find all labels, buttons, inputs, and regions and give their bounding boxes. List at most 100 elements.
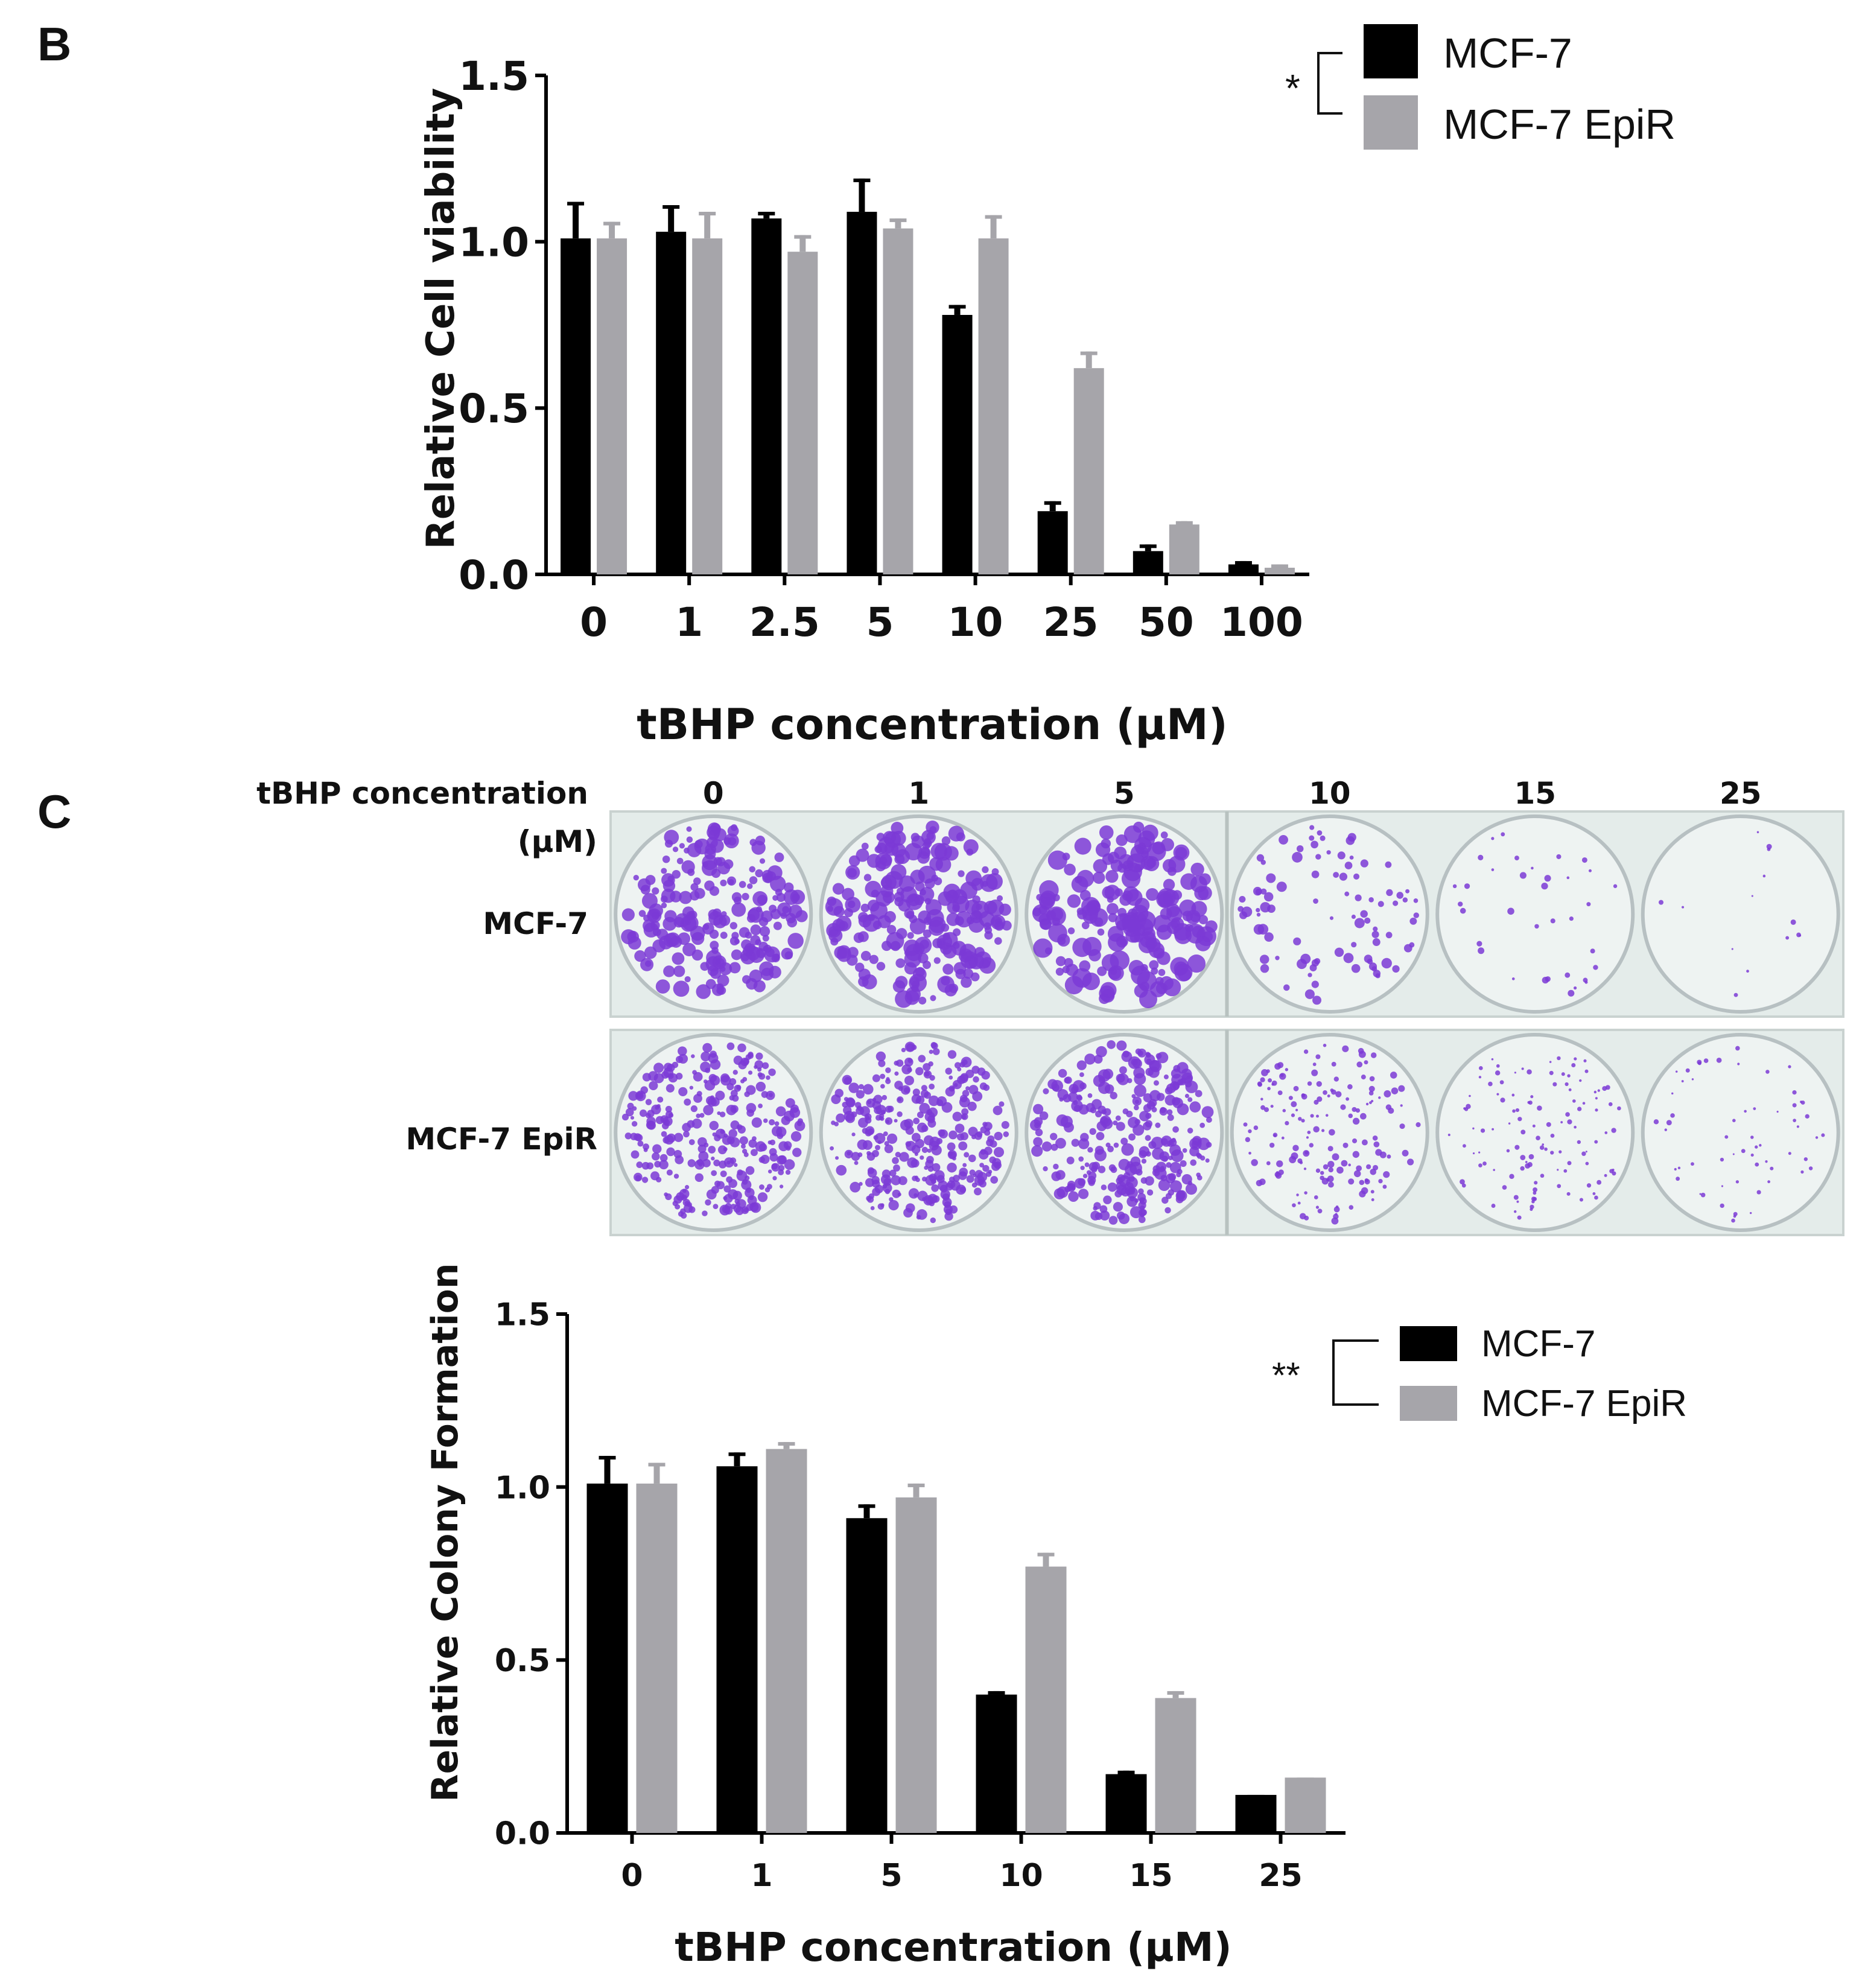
colony [1132,1096,1142,1106]
colony [1285,1120,1289,1126]
significance-bracket [1317,52,1342,115]
colony [875,1145,880,1151]
colony [687,1159,696,1167]
colony [684,976,691,983]
colony [1402,897,1408,903]
colony [1182,1148,1187,1153]
colony [1339,872,1348,881]
colony [1567,1119,1572,1125]
colony [1084,1162,1090,1167]
colony [936,1096,947,1107]
photo-column-label: 5 [1114,776,1135,811]
colony [1110,1091,1117,1100]
colony [1765,1160,1768,1163]
chart-b-legend: MCF-7 MCF-7 EpiR * [1285,24,1676,150]
colony [1064,976,1084,995]
colony [1096,1046,1107,1058]
well [1641,815,1840,1014]
colony [1460,1179,1465,1185]
chart-c-error-cap [1167,1691,1184,1695]
colony [1755,1145,1758,1149]
colony [1311,980,1319,988]
colony [655,979,670,994]
colony [664,830,679,845]
colony [1304,1191,1307,1195]
colony [1253,886,1262,896]
colony [745,932,752,939]
colony [1349,1205,1354,1210]
colony [780,912,787,919]
well [1435,1033,1635,1232]
colony [1276,1171,1279,1175]
colony [901,1047,906,1053]
colony [1099,1210,1110,1221]
colony [628,1091,638,1101]
colony [898,1176,907,1186]
colony [1108,913,1117,923]
colony [1337,851,1346,860]
colony [875,860,886,872]
colony [1088,1171,1097,1180]
colony [1138,1188,1144,1195]
colony [1527,1069,1532,1075]
colony [772,1176,777,1181]
chart-b-error-cap [1234,561,1252,565]
colony [679,891,692,904]
well [1435,815,1635,1014]
colony [766,1075,770,1080]
colony [1588,869,1592,872]
colony [955,968,966,979]
colony [1759,1144,1762,1147]
colony [1129,1206,1143,1219]
colony [1108,1216,1118,1225]
colony [795,910,808,923]
colony [662,916,677,931]
colony [755,1052,763,1060]
chart-b-bar-mcf7 [1133,551,1163,574]
colony [930,995,936,1002]
colony [678,1046,687,1056]
colony [929,857,943,871]
colony [1567,1161,1572,1166]
colony [1067,1092,1078,1102]
colony [1574,1125,1577,1129]
colony [1805,1114,1809,1119]
colony [1352,1107,1357,1112]
colony [711,983,725,996]
colony [1039,880,1059,900]
colony [999,1101,1005,1107]
colony [1336,1166,1344,1174]
colony [1195,1090,1203,1097]
chart-b-bar-epir [597,238,627,574]
colony [1117,1073,1129,1085]
colony [1074,837,1091,855]
colony [980,874,998,892]
colony [631,1121,638,1127]
colony [994,1161,1002,1169]
colony [681,860,695,874]
colony [1067,894,1081,908]
colony [1261,1069,1268,1076]
chart-c-x-tick-label: 0 [621,1858,643,1894]
photo-column-label: 1 [908,776,929,811]
colony [1565,1112,1570,1117]
colony [643,919,656,932]
colony [1460,907,1466,914]
colony [1762,874,1766,878]
colony [1114,888,1123,897]
colony [999,903,1011,916]
colony [1372,1135,1378,1141]
colony [1533,1191,1537,1195]
colony [1266,873,1276,883]
chart-b-error-bar [895,218,901,229]
colony [865,1115,870,1120]
colony [899,1152,909,1162]
colony [728,1129,738,1138]
colony [1347,833,1356,842]
colony [1558,1150,1562,1154]
colony [1093,1202,1101,1210]
colony [1172,1097,1183,1108]
colony [1593,1090,1597,1094]
colony [1295,1108,1298,1111]
colony [948,1130,958,1140]
